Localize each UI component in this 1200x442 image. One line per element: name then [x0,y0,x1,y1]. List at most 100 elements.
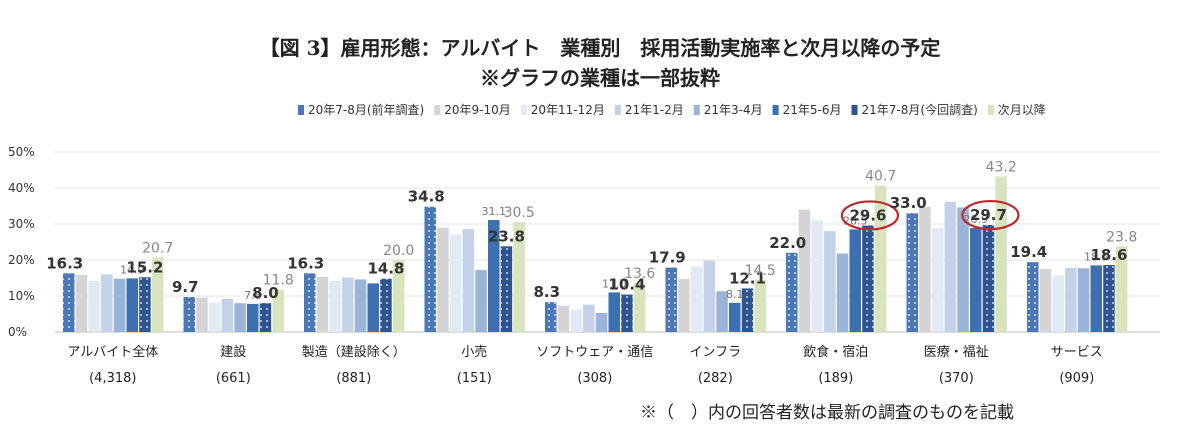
bar [849,229,861,332]
bar [1115,246,1128,332]
category-count: (189) [818,371,853,386]
bar-pattern [1103,265,1115,332]
bar [754,279,766,332]
bar [462,229,475,332]
bar-pattern [786,252,798,332]
legend-label: 20年11-12月 [531,103,605,117]
legend-swatch [693,105,700,115]
bar [729,302,741,332]
bar [811,220,823,332]
bar [392,260,405,332]
bar-pattern [183,297,195,332]
bar [836,253,849,332]
data-label: 14.5 [745,263,776,279]
legend-swatch [298,105,304,115]
y-tick-label: 40% [8,181,35,195]
category-count: (282) [698,371,733,386]
data-label: 18.5 [1084,250,1109,263]
category-count: (909) [1059,371,1094,386]
data-labels: 16.3 14.915.220.79.7 7.88.011.816.3 14.820.… [46,159,1137,302]
legend-label: 21年5-6月 [783,103,842,117]
data-label: 30.5 [504,205,535,221]
bar-pattern [424,206,436,332]
legend-label: 21年7-8月(今回調査) [862,102,978,117]
data-label: 9.7 [172,278,199,296]
data-label: 13.6 [624,266,655,282]
bar [995,176,1007,332]
bar [208,302,221,332]
bar-pattern [545,302,557,332]
bar [557,305,570,332]
bar-pattern [741,288,754,332]
bar [88,280,100,332]
y-tick-label: 10% [8,289,35,303]
data-label: 11.8 [263,273,294,289]
bar-pattern [906,213,918,332]
bar [931,228,944,332]
data-label: 40.7 [865,168,896,184]
legend-label: 21年3-4月 [704,103,763,117]
data-label: 19.4 [1010,243,1047,261]
category-label: 建設 [220,344,246,360]
legend-label: 20年7-8月(前年調査) [308,102,424,117]
data-label: 12.1 [729,269,766,287]
legend-swatch [987,105,994,115]
data-label: 23.8 [488,227,525,245]
category-label: アルバイト全体 [67,344,158,360]
highlight-circle [840,200,900,231]
y-tick-label: 30% [8,217,35,231]
bar [247,303,259,332]
bar-pattern [63,273,75,332]
bar-pattern [982,225,995,332]
data-label: 43.2 [986,159,1017,175]
bar [874,185,887,332]
category-count: (881) [336,371,371,386]
bar [513,222,525,332]
bar [919,206,931,332]
bar [101,274,113,332]
y-tick-label: 50% [8,145,35,159]
data-label: 23.8 [1106,229,1137,245]
bar [970,227,982,332]
bar [196,297,208,332]
bar [151,257,164,332]
data-label: 29.6 [849,206,886,224]
highlight-circle [961,199,1020,231]
category-label: 飲食・宿泊 [803,344,868,360]
category-label: ソフトウェア・通信 [536,345,653,360]
bar-pattern [621,294,633,332]
bar-pattern [665,267,677,332]
bar [1065,267,1077,332]
chart-subtitle: ※グラフの業種は一部抜粋 [480,66,720,90]
footnote: ※（ ）内の回答者数は最新の調査のものを記載 [640,403,1014,423]
data-label: 33.0 [890,194,927,212]
bar-pattern [304,273,316,332]
data-label: 20.7 [142,240,173,256]
bar [126,278,138,332]
data-label: 22.0 [769,234,806,252]
bar [944,201,957,332]
category-label: インフラ [689,345,741,360]
category-label: サービス [1051,345,1103,360]
bar [234,303,246,332]
bar [678,279,690,332]
category-label: 小売 [461,344,487,360]
bar-pattern [380,278,392,332]
category-count: (308) [577,371,612,386]
legend-label: 21年1-2月 [625,103,684,117]
legend-label: 次月以降 [998,103,1046,117]
data-label: 20.0 [383,243,414,259]
data-label: 28.9 [964,213,989,226]
bar-pattern [139,277,151,332]
bar [957,207,969,332]
bar-pattern [862,225,874,332]
legend: 20年7-8月(前年調査) 20年9-10月 20年11-12月 21年1-2月 21年… [298,102,1046,117]
data-label: 16.3 [46,254,83,272]
bars [63,176,1128,332]
chart-title: 【図 3】雇用形態：アルバイト 業種別 採用活動実施率と次月以降の予定 [259,36,941,60]
legend-swatch [851,105,858,115]
bar [449,234,462,332]
bar [716,291,728,332]
category-label: 医療・福祉 [924,345,989,360]
